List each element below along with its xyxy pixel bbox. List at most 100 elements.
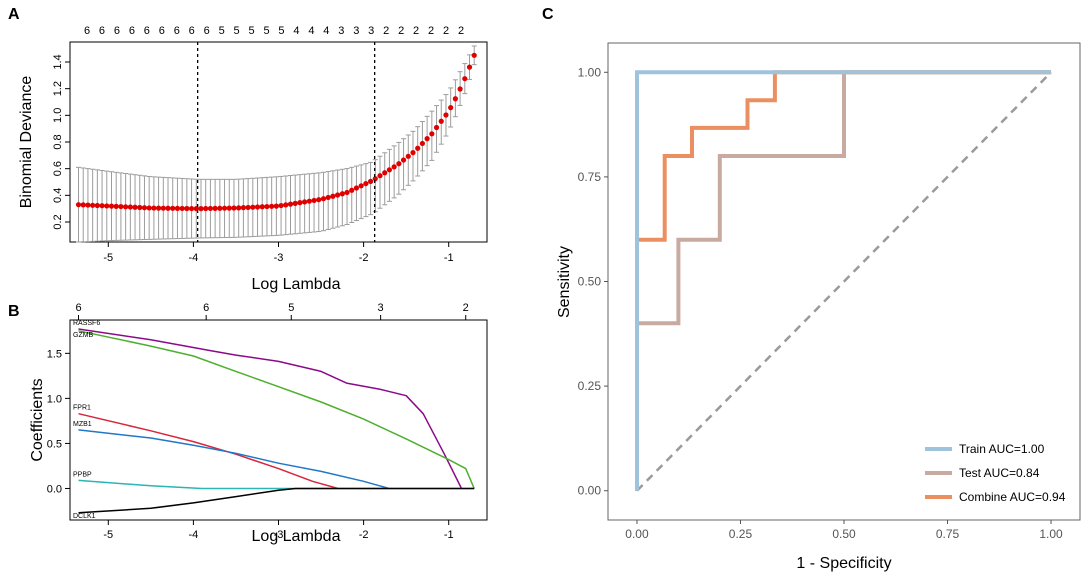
- deviance-point: [287, 201, 294, 207]
- deviance-point: [283, 202, 289, 208]
- deviance-point: [240, 205, 246, 211]
- deviance-point: [448, 105, 454, 111]
- x-tick-label: 1.00: [1039, 527, 1063, 541]
- deviance-point: [90, 202, 96, 208]
- top-count-label: 4: [293, 25, 299, 37]
- panel-c-label: C: [542, 6, 554, 23]
- deviance-point: [184, 205, 190, 212]
- top-count-label: 2: [458, 25, 464, 37]
- deviance-point: [358, 183, 364, 189]
- top-count-label: 3: [338, 25, 344, 37]
- panel-c-y-label: Sensitivity: [556, 246, 573, 318]
- panel-b-label: B: [8, 303, 20, 320]
- deviance-point: [188, 205, 195, 212]
- top-count-label: 6: [174, 25, 180, 37]
- y-tick-label: 0.4: [52, 188, 64, 203]
- deviance-point: [108, 203, 115, 209]
- panel-c-roc-plot: 0.00 0.25 0.50 0.75 1.00 0.00 0.25 0.50 0.75 1.0…: [556, 42, 1081, 572]
- top-count-label: 3: [353, 25, 359, 37]
- deviance-point: [302, 199, 308, 205]
- top-count-label: 3: [368, 25, 374, 37]
- panel-b-x-label: Log Lambda: [252, 528, 341, 545]
- x-tick-label: 0.75: [936, 527, 960, 541]
- panel-b-coefficient-plot: 6 6 5 3 2 RASSF6 GZMB FPR1 MZB1 PPBP DCLK1 -5 -4 -3…: [29, 302, 488, 545]
- deviance-point: [250, 204, 256, 210]
- deviance-point: [179, 205, 185, 212]
- top-axis-label: 2: [463, 302, 469, 314]
- x-tick-label: -1: [444, 252, 454, 264]
- deviance-point: [349, 187, 355, 193]
- coef-line-dclk1: [78, 487, 475, 514]
- y-tick-label: 0.50: [578, 275, 602, 289]
- deviance-point: [155, 205, 162, 211]
- deviance-point: [123, 204, 129, 210]
- panel-b-y-label: Coefficients: [29, 378, 46, 461]
- deviance-point: [466, 64, 473, 70]
- top-count-label: 6: [159, 25, 165, 37]
- top-axis-label: 6: [75, 302, 81, 314]
- panel-c-x-label: 1 - Specificity: [796, 555, 891, 572]
- deviance-point: [137, 204, 143, 211]
- deviance-point: [405, 153, 411, 159]
- y-tick-label: 1.4: [52, 54, 64, 69]
- panel-c-y-ticks: 0.00 0.25 0.50 0.75 1.00: [578, 65, 608, 498]
- deviance-point: [94, 202, 100, 209]
- panel-a-points: [75, 52, 477, 212]
- top-count-label: 2: [413, 25, 419, 37]
- coef-label-fpr1: FPR1: [73, 405, 91, 412]
- top-count-label: 5: [263, 25, 269, 37]
- y-tick-label: 0.25: [578, 379, 602, 393]
- top-count-label: 5: [234, 25, 240, 37]
- deviance-point: [269, 203, 275, 209]
- top-count-label: 6: [204, 25, 210, 37]
- deviance-point: [278, 202, 284, 209]
- top-count-label: 6: [144, 25, 150, 37]
- coef-line-mzb1: [78, 429, 390, 490]
- panel-a-error-bars: [76, 45, 477, 243]
- x-tick-label: 0.25: [729, 527, 753, 541]
- y-tick-label: 0.5: [47, 438, 62, 450]
- deviance-point: [207, 205, 214, 212]
- top-count-label: 6: [84, 25, 90, 37]
- deviance-point: [259, 204, 265, 210]
- deviance-point: [198, 206, 204, 212]
- deviance-point: [471, 52, 477, 58]
- top-count-label: 6: [189, 25, 195, 37]
- top-count-label: 6: [99, 25, 105, 37]
- panel-c-x-ticks: 0.00 0.25 0.50 0.75 1.00: [625, 520, 1063, 541]
- y-tick-label: 0.2: [52, 214, 64, 229]
- deviance-point: [273, 203, 279, 209]
- deviance-point: [203, 205, 209, 212]
- coef-line-gzmb: [78, 330, 475, 489]
- deviance-point: [367, 178, 374, 184]
- deviance-point: [396, 161, 402, 167]
- y-tick-label: 1.00: [578, 65, 602, 79]
- x-tick-label: -5: [103, 252, 113, 264]
- deviance-point: [335, 192, 341, 198]
- x-tick-label: -2: [359, 252, 369, 264]
- legend-label: Combine AUC=0.94: [959, 490, 1066, 504]
- deviance-point: [386, 167, 393, 173]
- deviance-point: [217, 205, 223, 211]
- deviance-point: [306, 198, 312, 204]
- y-tick-label: 0.8: [52, 134, 64, 149]
- roc-legend: Train AUC=1.00 Test AUC=0.84 Combine AUC=0…: [925, 442, 1066, 504]
- coef-label-mzb1: MZB1: [73, 421, 92, 428]
- panel-b-top-axis: 6 6 5 3 2: [75, 302, 469, 320]
- deviance-point: [316, 197, 322, 203]
- deviance-point: [320, 196, 327, 202]
- y-tick-label: 1.0: [52, 108, 64, 123]
- deviance-point: [85, 202, 91, 208]
- panel-a-x-label: Log Lambda: [252, 276, 341, 293]
- panel-a-label: A: [8, 6, 20, 23]
- top-count-label: 2: [443, 25, 449, 37]
- top-count-label: 5: [278, 25, 284, 37]
- deviance-point: [245, 204, 251, 211]
- deviance-point: [132, 204, 138, 210]
- top-axis-label: 3: [378, 302, 384, 314]
- roc-curve-train: [635, 70, 1051, 491]
- x-tick-label: -1: [444, 529, 454, 541]
- deviance-point: [410, 150, 416, 156]
